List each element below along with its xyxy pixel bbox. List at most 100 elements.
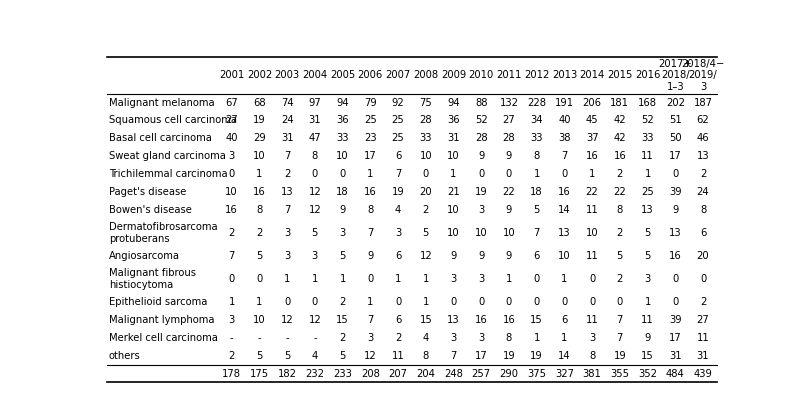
Text: 52: 52	[475, 115, 487, 125]
Text: 2: 2	[339, 333, 346, 343]
Text: 1: 1	[422, 274, 429, 284]
Text: 0: 0	[589, 297, 595, 307]
Text: -: -	[258, 333, 262, 343]
Text: 4: 4	[312, 351, 318, 361]
Text: 11: 11	[586, 251, 598, 261]
Text: 2: 2	[339, 297, 346, 307]
Text: 94: 94	[336, 98, 349, 108]
Text: 92: 92	[392, 98, 405, 108]
Text: 0: 0	[256, 274, 262, 284]
Text: 23: 23	[364, 133, 377, 143]
Text: 2: 2	[256, 228, 262, 238]
Text: 3: 3	[478, 333, 484, 343]
Text: 0: 0	[395, 297, 401, 307]
Text: 0: 0	[672, 297, 678, 307]
Text: 29: 29	[253, 133, 266, 143]
Text: 50: 50	[669, 133, 682, 143]
Text: 7: 7	[367, 315, 374, 325]
Text: 51: 51	[669, 115, 682, 125]
Text: Sweat gland carcinoma: Sweat gland carcinoma	[109, 151, 226, 161]
Text: 16: 16	[669, 251, 682, 261]
Text: 0: 0	[367, 274, 374, 284]
Text: 8: 8	[422, 351, 429, 361]
Text: 9: 9	[450, 251, 457, 261]
Text: 6: 6	[534, 251, 540, 261]
Text: 13: 13	[558, 228, 570, 238]
Text: Malignant melanoma: Malignant melanoma	[109, 98, 214, 108]
Text: 10: 10	[475, 228, 487, 238]
Text: 2015: 2015	[607, 70, 633, 80]
Text: 27: 27	[502, 115, 515, 125]
Text: 2011: 2011	[496, 70, 522, 80]
Text: 37: 37	[586, 133, 598, 143]
Text: 16: 16	[558, 187, 570, 197]
Text: 11: 11	[642, 315, 654, 325]
Text: 0: 0	[534, 274, 540, 284]
Text: 1: 1	[284, 274, 290, 284]
Text: 0: 0	[229, 274, 234, 284]
Text: 13: 13	[281, 187, 294, 197]
Text: 18: 18	[530, 187, 543, 197]
Text: 0: 0	[562, 169, 567, 179]
Text: 0: 0	[284, 297, 290, 307]
Text: 2: 2	[229, 228, 235, 238]
Text: 0: 0	[672, 169, 678, 179]
Text: 2: 2	[617, 274, 623, 284]
Text: 19: 19	[614, 351, 626, 361]
Text: 12: 12	[309, 205, 322, 215]
Text: 20: 20	[697, 251, 710, 261]
Text: 10: 10	[253, 315, 266, 325]
Text: 8: 8	[617, 205, 623, 215]
Text: 42: 42	[614, 133, 626, 143]
Text: 5: 5	[644, 228, 650, 238]
Text: 2012: 2012	[524, 70, 550, 80]
Text: 22: 22	[614, 187, 626, 197]
Text: Trichilemmal carcinoma: Trichilemmal carcinoma	[109, 169, 227, 179]
Text: 1: 1	[589, 169, 595, 179]
Text: 24: 24	[697, 187, 710, 197]
Text: 6: 6	[700, 228, 706, 238]
Text: 16: 16	[226, 205, 238, 215]
Text: others: others	[109, 351, 141, 361]
Text: 15: 15	[642, 351, 654, 361]
Text: 9: 9	[339, 205, 346, 215]
Text: 31: 31	[669, 351, 682, 361]
Text: Squamous cell carcinoma: Squamous cell carcinoma	[109, 115, 237, 125]
Text: 11: 11	[697, 333, 710, 343]
Text: Bowen's disease: Bowen's disease	[109, 205, 191, 215]
Text: 25: 25	[392, 133, 405, 143]
Text: 7: 7	[284, 205, 290, 215]
Text: 31: 31	[309, 115, 321, 125]
Text: 67: 67	[226, 98, 238, 108]
Text: 208: 208	[361, 368, 380, 378]
Text: 7: 7	[617, 315, 623, 325]
Text: 33: 33	[530, 133, 543, 143]
Text: 47: 47	[309, 133, 321, 143]
Text: 204: 204	[416, 368, 435, 378]
Text: 13: 13	[642, 205, 654, 215]
Text: 68: 68	[253, 98, 266, 108]
Text: 1: 1	[534, 169, 540, 179]
Text: 7: 7	[450, 351, 457, 361]
Text: 25: 25	[364, 115, 377, 125]
Text: 182: 182	[278, 368, 297, 378]
Text: 19: 19	[475, 187, 487, 197]
Text: 0: 0	[700, 274, 706, 284]
Text: 8: 8	[534, 151, 540, 161]
Text: 38: 38	[558, 133, 570, 143]
Text: 290: 290	[499, 368, 518, 378]
Text: 1: 1	[644, 297, 650, 307]
Text: 0: 0	[450, 297, 457, 307]
Text: 2013: 2013	[552, 70, 577, 80]
Text: 28: 28	[502, 133, 515, 143]
Text: -: -	[286, 333, 289, 343]
Text: 8: 8	[256, 205, 262, 215]
Text: 8: 8	[367, 205, 374, 215]
Text: 168: 168	[638, 98, 657, 108]
Text: 202: 202	[666, 98, 685, 108]
Text: 40: 40	[226, 133, 238, 143]
Text: 7: 7	[534, 228, 540, 238]
Text: 3: 3	[450, 274, 457, 284]
Text: 17: 17	[669, 151, 682, 161]
Text: 3: 3	[367, 333, 374, 343]
